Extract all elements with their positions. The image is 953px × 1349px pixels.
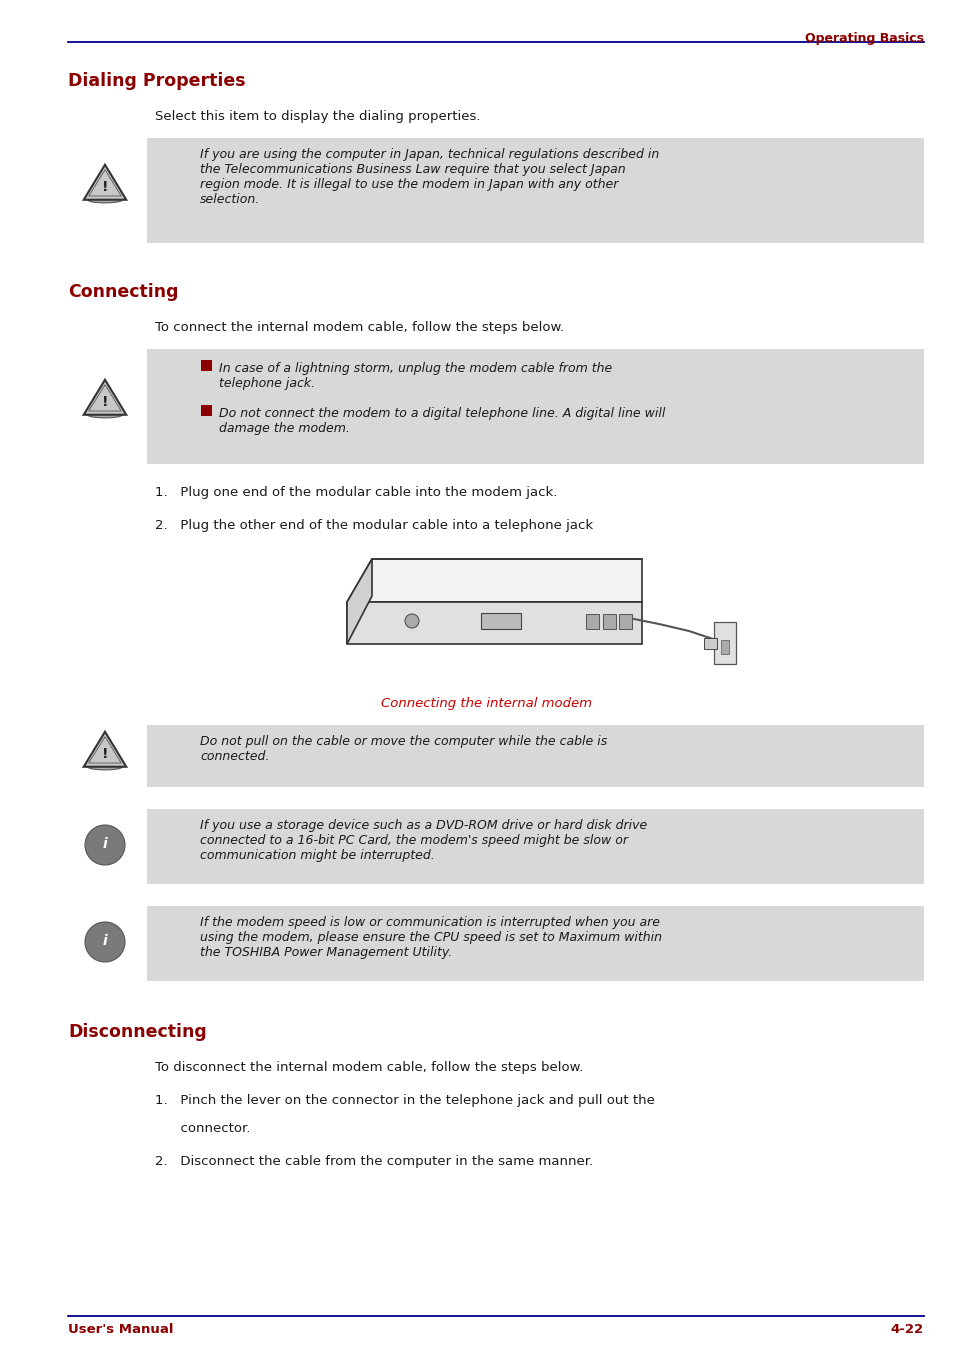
- Polygon shape: [347, 602, 641, 643]
- FancyBboxPatch shape: [702, 638, 716, 649]
- FancyBboxPatch shape: [602, 614, 616, 629]
- Polygon shape: [347, 558, 372, 643]
- FancyBboxPatch shape: [720, 639, 728, 654]
- Text: To connect the internal modem cable, follow the steps below.: To connect the internal modem cable, fol…: [154, 321, 563, 335]
- FancyBboxPatch shape: [147, 809, 923, 884]
- Text: To disconnect the internal modem cable, follow the steps below.: To disconnect the internal modem cable, …: [154, 1062, 583, 1074]
- FancyBboxPatch shape: [618, 614, 631, 629]
- FancyBboxPatch shape: [585, 614, 598, 629]
- Text: If you use a storage device such as a DVD-ROM drive or hard disk drive
connected: If you use a storage device such as a DV…: [200, 819, 646, 862]
- Text: In case of a lightning storm, unplug the modem cable from the
telephone jack.: In case of a lightning storm, unplug the…: [219, 362, 612, 390]
- FancyBboxPatch shape: [713, 622, 735, 664]
- Text: !: !: [102, 179, 108, 194]
- FancyBboxPatch shape: [147, 907, 923, 981]
- Text: Connecting the internal modem: Connecting the internal modem: [381, 697, 592, 710]
- Text: connector.: connector.: [154, 1122, 250, 1135]
- Text: Select this item to display the dialing properties.: Select this item to display the dialing …: [154, 111, 480, 123]
- Polygon shape: [84, 165, 126, 200]
- Text: 2.   Plug the other end of the modular cable into a telephone jack: 2. Plug the other end of the modular cab…: [154, 519, 593, 532]
- Text: !: !: [102, 395, 108, 409]
- Text: 1.   Pinch the lever on the connector in the telephone jack and pull out the: 1. Pinch the lever on the connector in t…: [154, 1094, 654, 1108]
- Polygon shape: [84, 731, 126, 766]
- Text: Operating Basics: Operating Basics: [804, 32, 923, 45]
- Text: i: i: [103, 836, 108, 851]
- FancyBboxPatch shape: [147, 724, 923, 786]
- Ellipse shape: [88, 411, 122, 418]
- Text: Dialing Properties: Dialing Properties: [68, 71, 245, 90]
- Polygon shape: [84, 380, 126, 414]
- Text: Connecting: Connecting: [68, 283, 178, 301]
- Text: 4-22: 4-22: [890, 1323, 923, 1336]
- Text: 1.   Plug one end of the modular cable into the modem jack.: 1. Plug one end of the modular cable int…: [154, 486, 557, 499]
- Text: User's Manual: User's Manual: [68, 1323, 173, 1336]
- FancyBboxPatch shape: [201, 405, 212, 417]
- Text: Disconnecting: Disconnecting: [68, 1023, 207, 1041]
- Circle shape: [85, 921, 125, 962]
- Text: Do not pull on the cable or move the computer while the cable is
connected.: Do not pull on the cable or move the com…: [200, 735, 607, 764]
- Text: If the modem speed is low or communication is interrupted when you are
using the: If the modem speed is low or communicati…: [200, 916, 661, 959]
- Text: 2.   Disconnect the cable from the computer in the same manner.: 2. Disconnect the cable from the compute…: [154, 1155, 593, 1168]
- Circle shape: [85, 826, 125, 865]
- Ellipse shape: [88, 197, 122, 202]
- FancyBboxPatch shape: [147, 138, 923, 243]
- FancyBboxPatch shape: [201, 360, 212, 371]
- Text: i: i: [103, 934, 108, 948]
- Ellipse shape: [88, 764, 122, 770]
- Text: !: !: [102, 747, 108, 761]
- Polygon shape: [347, 558, 641, 602]
- Circle shape: [405, 614, 418, 629]
- FancyBboxPatch shape: [147, 349, 923, 464]
- Text: If you are using the computer in Japan, technical regulations described in
the T: If you are using the computer in Japan, …: [200, 148, 659, 206]
- Text: Do not connect the modem to a digital telephone line. A digital line will
damage: Do not connect the modem to a digital te…: [219, 407, 664, 434]
- FancyBboxPatch shape: [480, 612, 520, 629]
